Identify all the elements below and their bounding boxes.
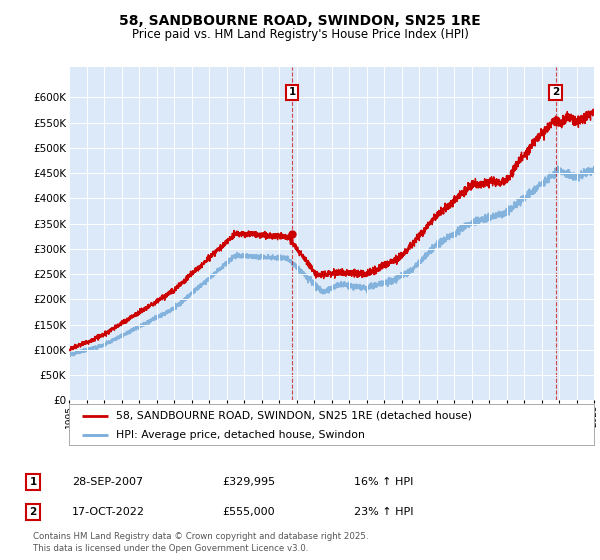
Text: 28-SEP-2007: 28-SEP-2007: [72, 477, 143, 487]
Text: HPI: Average price, detached house, Swindon: HPI: Average price, detached house, Swin…: [116, 430, 365, 440]
Text: 16% ↑ HPI: 16% ↑ HPI: [354, 477, 413, 487]
Text: £329,995: £329,995: [222, 477, 275, 487]
Text: £555,000: £555,000: [222, 507, 275, 517]
Text: 1: 1: [29, 477, 37, 487]
Text: 1: 1: [289, 87, 296, 97]
Text: 2: 2: [29, 507, 37, 517]
Text: 58, SANDBOURNE ROAD, SWINDON, SN25 1RE: 58, SANDBOURNE ROAD, SWINDON, SN25 1RE: [119, 14, 481, 28]
Text: Price paid vs. HM Land Registry's House Price Index (HPI): Price paid vs. HM Land Registry's House …: [131, 28, 469, 41]
Text: 2: 2: [552, 87, 559, 97]
Text: 23% ↑ HPI: 23% ↑ HPI: [354, 507, 413, 517]
Text: 17-OCT-2022: 17-OCT-2022: [72, 507, 145, 517]
Text: Contains HM Land Registry data © Crown copyright and database right 2025.
This d: Contains HM Land Registry data © Crown c…: [33, 533, 368, 553]
Text: 58, SANDBOURNE ROAD, SWINDON, SN25 1RE (detached house): 58, SANDBOURNE ROAD, SWINDON, SN25 1RE (…: [116, 411, 472, 421]
